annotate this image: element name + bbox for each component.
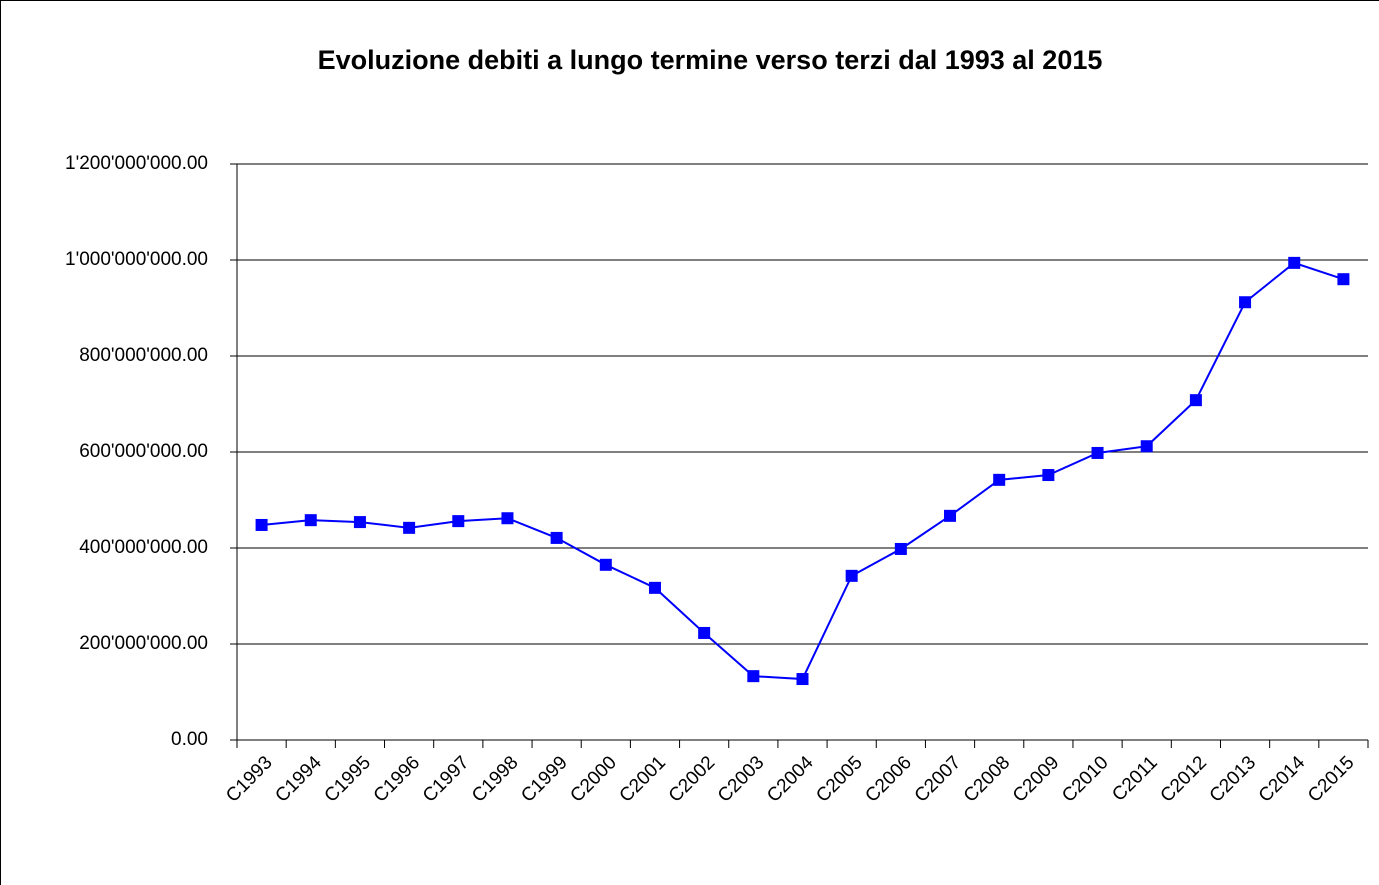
y-tick-label: 800'000'000.00 xyxy=(79,345,208,366)
x-tick-label: C1999 xyxy=(517,752,571,806)
x-tick-label: C2014 xyxy=(1255,752,1310,807)
marker xyxy=(501,512,514,525)
x-tick-label: C2015 xyxy=(1304,752,1358,806)
x-tick-label: C2008 xyxy=(960,752,1014,806)
marker xyxy=(1239,296,1252,309)
marker xyxy=(1189,394,1202,407)
chart-title: Evoluzione debiti a lungo termine verso … xyxy=(318,45,1103,75)
x-tick-label: C2000 xyxy=(566,752,620,806)
x-tick-label: C1995 xyxy=(321,752,375,806)
x-tick-label: C2003 xyxy=(714,752,768,806)
x-tick-label: C1997 xyxy=(419,752,473,806)
marker xyxy=(452,515,465,528)
x-tick-label: C2011 xyxy=(1108,752,1161,805)
marker xyxy=(403,521,416,534)
x-tick-label: C2010 xyxy=(1058,752,1112,806)
marker xyxy=(796,673,809,686)
x-tick-label: C2007 xyxy=(911,752,965,806)
marker xyxy=(894,542,907,555)
y-tick-label: 200'000'000.00 xyxy=(79,633,208,654)
marker xyxy=(747,670,760,683)
y-tick-label: 400'000'000.00 xyxy=(79,537,208,558)
marker xyxy=(255,518,268,531)
marker xyxy=(845,569,858,582)
marker xyxy=(304,514,317,527)
x-tick-label: C1996 xyxy=(370,752,424,806)
marker xyxy=(599,558,612,571)
marker xyxy=(353,516,366,529)
marker xyxy=(698,626,711,639)
x-tick-label: C2001 xyxy=(616,752,670,806)
x-tick-label: C2012 xyxy=(1157,752,1211,806)
marker xyxy=(1288,256,1301,269)
y-tick-label: 1'200'000'000.00 xyxy=(65,153,208,174)
marker xyxy=(1091,446,1104,459)
x-tick-label: C1993 xyxy=(222,752,276,806)
y-tick-label: 1'000'000'000.00 xyxy=(65,249,208,270)
x-tick-label: C2006 xyxy=(861,752,915,806)
y-tick-label: 0.00 xyxy=(171,729,208,750)
line xyxy=(261,261,1344,681)
x-tick-label: C1994 xyxy=(271,752,326,807)
x-tick-label: C2013 xyxy=(1206,752,1260,806)
marker xyxy=(1337,273,1350,286)
marker xyxy=(648,581,661,594)
y-tick-label: 600'000'000.00 xyxy=(79,441,208,462)
marker xyxy=(1140,440,1153,453)
x-tick-label: C2009 xyxy=(1009,752,1063,806)
marker xyxy=(944,509,957,522)
x-tick-label: C1998 xyxy=(468,752,522,806)
x-tick-label: C2004 xyxy=(763,752,818,807)
marker xyxy=(550,531,563,544)
marker xyxy=(1042,469,1055,482)
marker xyxy=(993,473,1006,486)
x-tick-label: C2005 xyxy=(812,752,866,806)
x-tick-label: C2002 xyxy=(665,752,719,806)
